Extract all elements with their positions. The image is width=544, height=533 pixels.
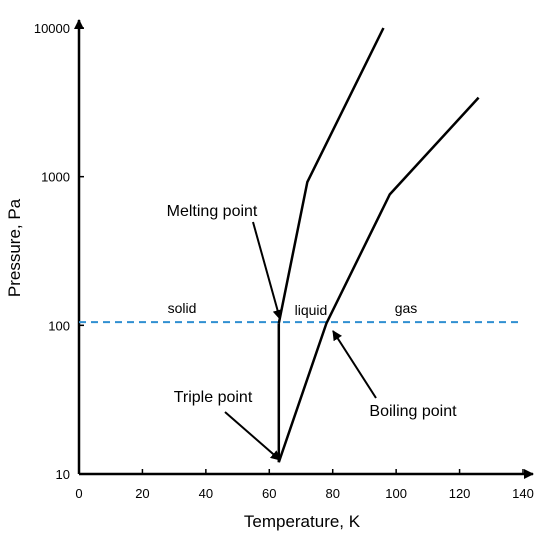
region-label-liquid: liquid — [295, 302, 328, 318]
region-label-solid: solid — [168, 300, 197, 316]
x-tick-label: 20 — [135, 486, 149, 501]
x-ticks: 0 20 40 60 80 100 120 140 — [75, 469, 534, 501]
phase-boundary-2 — [277, 96, 480, 463]
y-tick-label: 100 — [48, 318, 70, 333]
boiling-point-arrow — [332, 330, 377, 399]
triple-point-label: Triple point — [174, 389, 253, 406]
x-tick-label: 100 — [385, 486, 407, 501]
x-tick-label: 140 — [512, 486, 534, 501]
x-tick-label: 60 — [262, 486, 276, 501]
y-tick-label: 10000 — [34, 21, 70, 36]
y-axis-title: Pressure, Pa — [5, 198, 24, 297]
x-tick-label: 40 — [199, 486, 213, 501]
y-tick-label: 1000 — [41, 170, 70, 185]
x-tick-label: 120 — [449, 486, 471, 501]
phase-boundary-1 — [277, 27, 385, 324]
melting-point-arrow — [252, 221, 283, 320]
y-ticks: 10 100 1000 10000 — [34, 21, 84, 482]
region-label-gas: gas — [395, 300, 418, 316]
y-tick-label: 10 — [56, 467, 70, 482]
x-axis-title: Temperature, K — [244, 512, 361, 531]
phase-boundaries — [277, 27, 480, 463]
melting-point-label: Melting point — [167, 203, 258, 220]
x-tick-label: 80 — [325, 486, 339, 501]
x-tick-label: 0 — [75, 486, 82, 501]
triple-point-arrow — [224, 411, 281, 461]
boiling-point-label: Boiling point — [369, 403, 457, 420]
